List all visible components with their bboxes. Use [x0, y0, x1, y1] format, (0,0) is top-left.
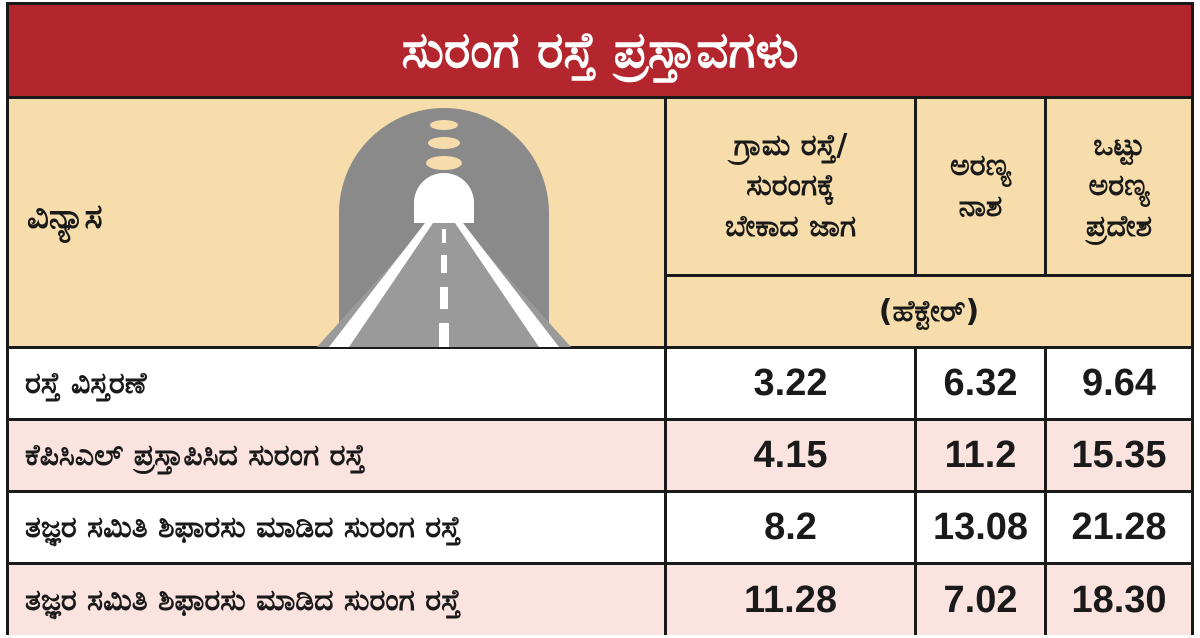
design-header-cell: ವಿನ್ಯಾಸ: [9, 99, 667, 349]
table-row: ತಜ್ಞರ ಸಮಿತಿ ಶಿಫಾರಸು ಮಾಡಿದ ಸುರಂಗ ರಸ್ತೆ 8.…: [9, 493, 1191, 565]
col-village-road-land: ಗ್ರಾಮ ರಸ್ತೆ/ ಸುರಂಗಕ್ಕೆ ಬೇಕಾದ ಜಾಗ: [667, 99, 917, 277]
row-label: ಕೆಪಿಸಿಎಲ್ ಪ್ರಸ್ತಾಪಿಸಿದ ಸುರಂಗ ರಸ್ತೆ: [9, 421, 667, 490]
col-total-forest-area: ಒಟ್ಟು ಅರಣ್ಯ ಪ್ರದೇಶ: [1047, 99, 1191, 277]
col-forest-loss: ಅರಣ್ಯ ನಾಶ: [917, 99, 1047, 277]
cell-forest-loss: 7.02: [917, 565, 1047, 635]
cell-total-forest-area: 15.35: [1071, 434, 1167, 476]
cell-village-road-land: 4.15: [667, 421, 917, 490]
cell-total-forest-area: 18.30: [1071, 578, 1167, 621]
cell-total-forest-area: 21.28: [1071, 506, 1167, 548]
cell-forest-loss: 6.32: [917, 349, 1047, 418]
cell-forest-loss: 13.08: [917, 493, 1047, 562]
row-label: ತಜ್ಞರ ಸಮಿತಿ ಶಿಫಾರಸು ಮಾಡಿದ ಸುರಂಗ ರಸ್ತೆ: [9, 493, 667, 562]
table-title: ಸುರಂಗ ರಸ್ತೆ ಪ್ರಸ್ತಾವಗಳು: [9, 5, 1191, 99]
design-label: ವಿನ್ಯಾಸ: [27, 197, 103, 237]
cell-village-road-land: 8.2: [667, 493, 917, 562]
table-row: ತಜ್ಞರ ಸಮಿತಿ ಶಿಫಾರಸು ಮಾಡಿದ ಸುರಂಗ ರಸ್ತೆ 11…: [9, 565, 1191, 635]
table-row: ರಸ್ತೆ ವಿಸ್ತರಣೆ 3.22 6.32 9.64: [9, 349, 1191, 421]
cell-village-road-land: 3.22: [667, 349, 917, 418]
unit-hectare: (ಹೆಕ್ಟೇರ್): [667, 277, 1191, 349]
row-label: ತಜ್ಞರ ಸಮಿತಿ ಶಿಫಾರಸು ಮಾಡಿದ ಸುರಂಗ ರಸ್ತೆ: [9, 565, 667, 635]
table-row: ಕೆಪಿಸಿಎಲ್ ಪ್ರಸ್ತಾಪಿಸಿದ ಸುರಂಗ ರಸ್ತೆ 4.15 …: [9, 421, 1191, 493]
cell-village-road-land: 11.28: [667, 565, 917, 635]
cell-total-forest-area: 9.64: [1082, 362, 1156, 404]
row-label: ರಸ್ತೆ ವಿಸ್ತರಣೆ: [9, 349, 667, 418]
tunnel-road-icon: [317, 108, 571, 347]
proposals-table: ಸುರಂಗ ರಸ್ತೆ ಪ್ರಸ್ತಾವಗಳು ವಿನ್ಯಾಸ ಗ್ರಾಮ ರಸ…: [6, 2, 1194, 635]
cell-forest-loss: 11.2: [917, 421, 1047, 490]
